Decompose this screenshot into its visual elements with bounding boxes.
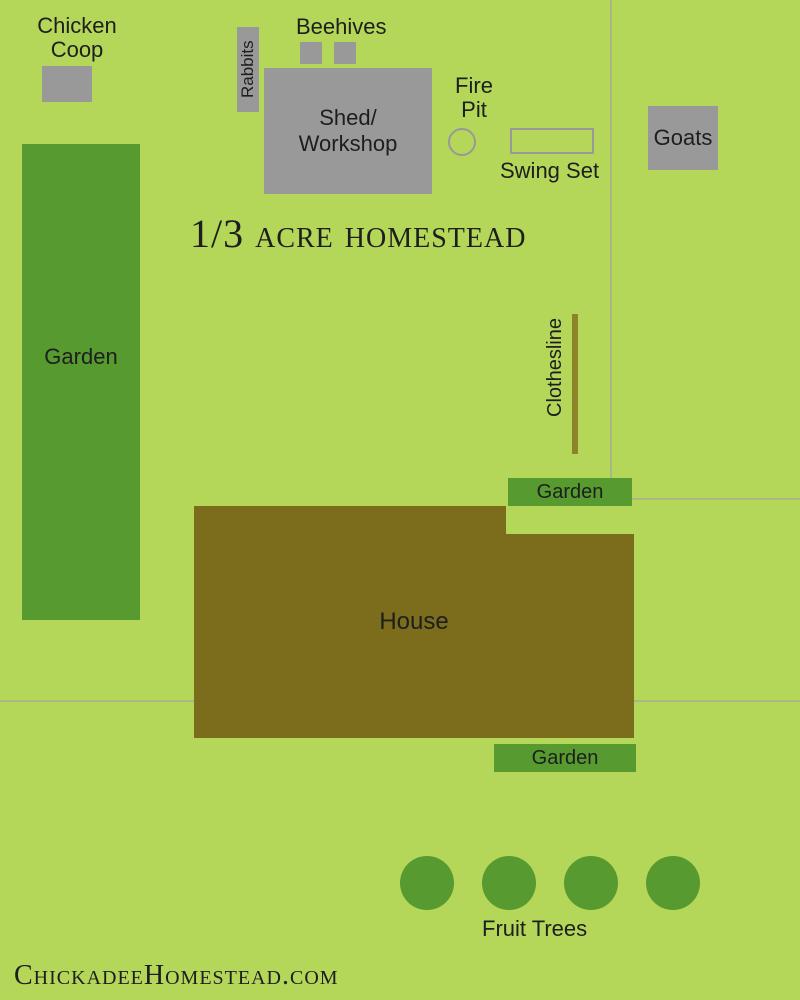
chicken-coop-label: Chicken Coop: [22, 14, 132, 62]
fence-line-2: [0, 700, 196, 702]
rabbits-box: Rabbits: [237, 27, 259, 112]
fire-pit-circle: [448, 128, 476, 156]
goats-box: Goats: [648, 106, 718, 170]
beehives-label: Beehives: [296, 14, 387, 40]
credit-label: ChickadeeHomestead.com: [14, 960, 339, 992]
fence-line-3: [634, 700, 800, 702]
chicken-coop-box: [42, 66, 92, 102]
homestead-diagram: Chicken Coop Rabbits Beehives Shed/ Worksho…: [0, 0, 800, 1000]
fruit-tree-2: [564, 856, 618, 910]
fence-line-0: [610, 0, 612, 498]
swing-set-label: Swing Set: [500, 158, 599, 184]
shed-box: Shed/ Workshop: [264, 68, 432, 194]
fruit-tree-3: [646, 856, 700, 910]
beehive-box-1: [334, 42, 356, 64]
beehive-box-0: [300, 42, 322, 64]
fire-pit-label: Fire Pit: [444, 74, 504, 122]
swing-set-box: [510, 128, 594, 154]
fence-line-1: [610, 498, 800, 500]
diagram-title: 1/3 acre homestead: [190, 210, 526, 257]
clothesline-line: [572, 314, 578, 454]
clothesline-label: Clothesline: [544, 318, 567, 417]
garden-bottom-small-box: Garden: [494, 744, 636, 772]
fruit-tree-0: [400, 856, 454, 910]
house-box: House: [194, 506, 634, 738]
garden-left-box: Garden: [22, 144, 140, 620]
fruit-tree-1: [482, 856, 536, 910]
garden-top-small-box: Garden: [508, 478, 632, 506]
fruit-trees-label: Fruit Trees: [482, 916, 587, 942]
